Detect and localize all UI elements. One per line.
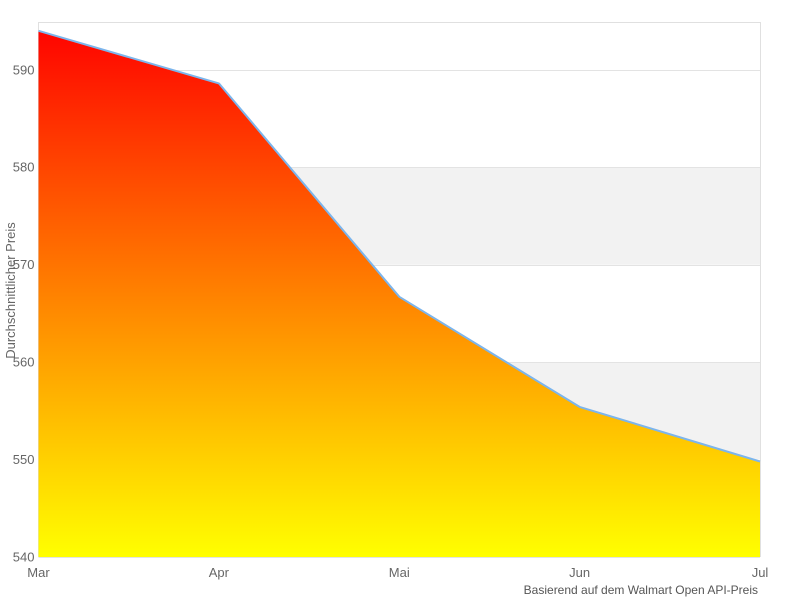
y-tick-label: 540: [13, 550, 35, 565]
y-tick-label: 550: [13, 452, 35, 467]
x-tick-label: Apr: [209, 565, 230, 580]
x-tick-label: Mai: [389, 565, 410, 580]
y-tick-label: 570: [13, 257, 35, 272]
price-line: [38, 29, 761, 463]
y-axis-title-text: Durchschnittlicher Preis: [2, 221, 18, 359]
y-tick-label: 590: [13, 62, 35, 77]
chart-credits: Basierend auf dem Walmart Open API-Preis: [523, 583, 758, 597]
price-area-series[interactable]: [38, 30, 761, 558]
x-tick-label: Jul: [752, 565, 769, 580]
y-tick-label: 560: [13, 355, 35, 370]
x-tick-label: Mar: [27, 565, 50, 580]
y-tick-label: 580: [13, 160, 35, 175]
x-tick-label: Jun: [569, 565, 590, 580]
